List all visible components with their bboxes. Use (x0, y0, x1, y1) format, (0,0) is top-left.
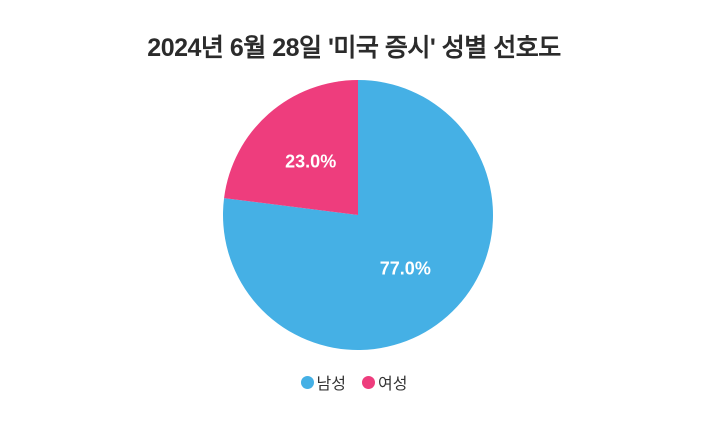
pie-slice-label-0: 77.0% (380, 259, 431, 279)
legend-label-female: 여성 (378, 376, 408, 393)
pie-slice-label-1: 23.0% (285, 151, 336, 171)
legend-swatch-female-icon (362, 375, 375, 389)
legend-item-female[interactable]: 여성 (362, 370, 407, 394)
legend-item-male[interactable]: 남성 (300, 370, 346, 394)
chart-title: 2024년 6월 28일 '미국 증시' 성별 선호도 (147, 34, 561, 62)
pie-slice-1[interactable] (224, 80, 358, 215)
legend-label-male: 남성 (316, 376, 346, 393)
legend: 남성 여성 (0, 370, 708, 394)
legend-swatch-male-icon (300, 375, 314, 389)
